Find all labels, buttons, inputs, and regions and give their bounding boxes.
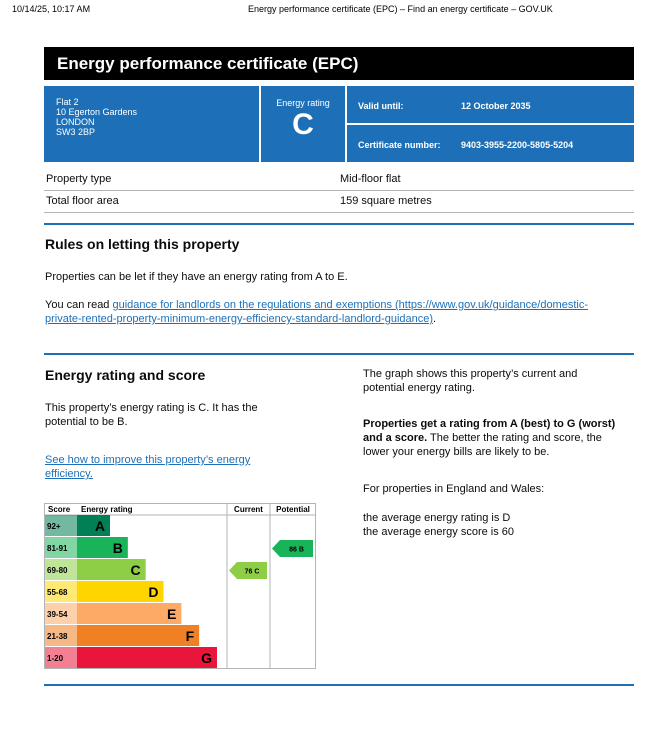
energy-rating-chart: Score Energy rating Current Potential 92+ A 81… <box>44 503 316 669</box>
chart-header-score: Score <box>48 505 71 514</box>
energy-rating-box: Energy rating C <box>261 86 345 162</box>
band-range-F: 21-38 <box>47 632 68 641</box>
rating-explanation-bold-2: and a score. <box>363 432 428 444</box>
valid-until-box: Valid until: 12 October 2035 <box>347 86 634 123</box>
graph-text-line-1: The graph shows this property’s current … <box>363 368 578 380</box>
section-divider <box>44 223 634 225</box>
band-range-A: 92+ <box>47 522 61 531</box>
certificate-number-value: 9403-3955-2200-5805-5204 <box>461 140 574 150</box>
landlord-guidance-link-text[interactable]: guidance for landlords on the regulation… <box>112 299 392 311</box>
rating-explanation-text-1: The better the rating and score, the <box>427 432 602 444</box>
address-line-4: SW3 2BP <box>56 127 96 137</box>
energy-rating-label: Energy rating <box>276 98 330 108</box>
graph-text-line-2: potential energy rating. <box>363 382 475 394</box>
valid-until-label: Valid until: <box>358 101 404 111</box>
band-bar-E <box>77 603 182 624</box>
print-page-title: Energy performance certificate (EPC) – F… <box>248 4 553 14</box>
address-block: Flat 2 10 Egerton Gardens LONDON SW3 2BP <box>44 86 259 162</box>
improve-link-line-1[interactable]: See how to improve this property’s energ… <box>45 454 251 466</box>
letting-heading: Rules on letting this property <box>45 236 240 252</box>
band-score-cell-A <box>45 515 77 536</box>
improve-link-line-2[interactable]: efficiency. <box>45 468 93 480</box>
averages: the average energy rating is D the avera… <box>363 511 514 539</box>
rating-explanation-text-2: lower your energy bills are likely to be… <box>363 446 550 458</box>
certificate-number-label: Certificate number: <box>358 140 441 150</box>
certificate-number-box: Certificate number: 9403-3955-2200-5805-… <box>347 125 634 162</box>
band-letter-F: F <box>186 628 195 644</box>
address-line-3: LONDON <box>56 117 95 127</box>
band-bar-C <box>77 559 146 580</box>
chart-header-current: Current <box>234 505 263 514</box>
valid-until-value: 12 October 2035 <box>461 101 531 111</box>
band-range-B: 81-91 <box>47 544 68 553</box>
band-bar-G <box>77 647 217 668</box>
average-score: the average energy score is 60 <box>363 526 515 538</box>
band-range-C: 69-80 <box>47 566 68 575</box>
improve-efficiency-link[interactable]: See how to improve this property’s energ… <box>45 453 250 481</box>
property-type-label: Property type <box>46 173 112 185</box>
band-score-cell-C <box>45 559 77 580</box>
energy-rating-value: C <box>292 108 314 141</box>
property-type-value: Mid-floor flat <box>340 173 401 185</box>
potential-rating-arrow <box>272 540 313 557</box>
band-score-cell-E <box>45 603 77 624</box>
current-rating-arrow <box>229 562 267 579</box>
band-bar-A <box>77 515 110 536</box>
section-divider <box>44 684 634 686</box>
band-letter-C: C <box>131 562 141 578</box>
band-range-E: 39-54 <box>47 610 68 619</box>
potential-rating-label: 86 B <box>289 547 304 554</box>
rating-explanation-bold-1: Properties get a rating from A (best) to… <box>363 418 616 430</box>
band-letter-G: G <box>201 650 212 666</box>
band-bar-D <box>77 581 164 602</box>
graph-explanation: The graph shows this property’s current … <box>363 367 633 395</box>
band-bar-B <box>77 537 128 558</box>
page-title: Energy performance certificate (EPC) <box>44 47 634 80</box>
band-range-D: 55-68 <box>47 588 68 597</box>
band-bar-F <box>77 625 200 646</box>
current-rating-label: 76 C <box>245 569 260 576</box>
letting-paragraph-1: Properties can be let if they have an en… <box>45 271 348 283</box>
landlord-guidance-link[interactable]: guidance for landlords on the regulation… <box>45 299 588 325</box>
band-letter-D: D <box>148 584 158 600</box>
average-rating: the average energy rating is D <box>363 512 511 524</box>
chart-header-rating: Energy rating <box>81 505 133 514</box>
england-wales-label: For properties in England and Wales: <box>363 483 545 495</box>
letting-paragraph-2: You can read guidance for landlords on t… <box>45 298 615 326</box>
address-line-1: Flat 2 <box>56 97 79 107</box>
band-score-cell-D <box>45 581 77 602</box>
band-range-G: 1-20 <box>47 654 64 663</box>
score-text-line-1: This property’s energy rating is C. It h… <box>45 402 258 414</box>
chart-header-potential: Potential <box>276 505 310 514</box>
band-letter-B: B <box>113 540 123 556</box>
property-row: Total floor area 159 square metres <box>44 190 634 213</box>
band-letter-A: A <box>95 518 105 534</box>
chart-frame <box>44 503 316 669</box>
letting-text-end: . <box>433 313 437 325</box>
band-letter-E: E <box>167 606 176 622</box>
score-heading: Energy rating and score <box>45 367 206 383</box>
score-paragraph: This property’s energy rating is C. It h… <box>45 401 258 429</box>
band-score-cell-G <box>45 647 77 668</box>
address-line-2: 10 Egerton Gardens <box>56 107 138 117</box>
floor-area-value: 159 square metres <box>340 195 432 207</box>
rating-explanation: Properties get a rating from A (best) to… <box>363 417 643 459</box>
landlord-guidance-url[interactable]: (https://www.gov.uk/guidance/domestic- <box>391 299 589 311</box>
print-datetime: 10/14/25, 10:17 AM <box>12 4 91 14</box>
property-row: Property type Mid-floor flat <box>44 168 634 191</box>
band-score-cell-B <box>45 537 77 558</box>
section-divider <box>44 353 634 355</box>
letting-text: You can read <box>45 299 113 311</box>
floor-area-label: Total floor area <box>46 195 119 207</box>
band-score-cell-F <box>45 625 77 646</box>
score-text-line-2: potential to be B. <box>45 416 128 428</box>
landlord-guidance-url-cont[interactable]: private-rented-property-minimum-energy-e… <box>45 313 434 325</box>
